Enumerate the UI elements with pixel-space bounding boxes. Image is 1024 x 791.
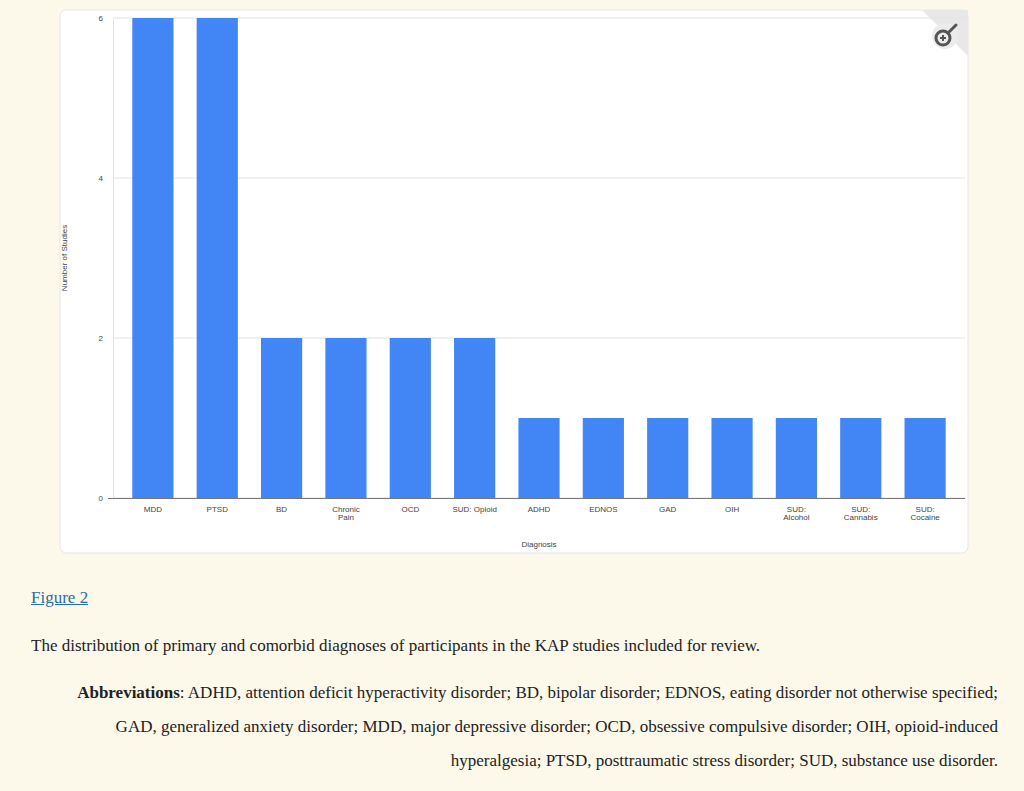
figure-caption: The distribution of primary and comorbid… — [31, 636, 760, 656]
abbreviations: Abbreviations: ADHD, attention deficit h… — [42, 676, 998, 778]
bar — [647, 418, 688, 498]
bar — [390, 338, 431, 498]
zoom-icon-bg — [922, 10, 968, 56]
x-tick-label-line: SUD: — [916, 505, 935, 514]
x-tick: PTSD — [207, 498, 229, 514]
y-tick-label: 2 — [99, 334, 104, 343]
x-tick-label: MDD — [144, 505, 162, 514]
y-tick-label: 0 — [99, 494, 104, 503]
grid-line — [113, 338, 965, 339]
grid-line — [113, 18, 965, 19]
x-tick-label: SUD: Opioid — [452, 505, 496, 514]
x-tick-label: OCD — [401, 505, 419, 514]
x-tick: GAD — [659, 498, 677, 514]
x-tick-label: SUD:Cannabis — [844, 505, 878, 523]
grid — [113, 18, 965, 498]
chart-card — [60, 10, 968, 553]
x-tick-label: PTSD — [207, 505, 229, 514]
bar — [905, 418, 946, 498]
y-tick: 4 — [99, 174, 113, 183]
y-axis: 0 2 4 6 — [99, 14, 114, 503]
x-axis: MDD PTSD BD ChronicPain OCD SUD: Opioid ADHD ED… — [108, 498, 965, 522]
x-tick-label-line: Cocaine — [910, 513, 940, 522]
grid-line — [113, 178, 965, 179]
abbreviations-text: : ADHD, attention deficit hyperactivity … — [116, 683, 998, 770]
x-tick: SUD:Alcohol — [783, 498, 809, 522]
x-tick-label: SUD:Alcohol — [783, 505, 809, 523]
y-tick: 2 — [99, 334, 113, 343]
x-tick: ADHD — [528, 498, 551, 514]
bar — [261, 338, 302, 498]
x-tick-label-line: Cannabis — [844, 513, 878, 522]
zoom-icon-plus — [942, 35, 944, 41]
x-tick-label: OIH — [725, 505, 739, 514]
x-tick: ChronicPain — [332, 498, 360, 522]
x-tick: SUD: Opioid — [452, 498, 496, 514]
bar — [711, 418, 752, 498]
zoom-icon-circle — [932, 23, 958, 49]
y-tick-label: 4 — [99, 174, 104, 183]
figure-link[interactable]: Figure 2 — [31, 588, 88, 608]
x-tick-label: ADHD — [528, 505, 551, 514]
x-tick-label: BD — [276, 505, 287, 514]
chart: 0 2 4 6 MDD PTSD BD ChronicPain OCD SUD: Opioid AD… — [0, 0, 1024, 570]
bar — [454, 338, 495, 498]
x-tick-label: EDNOS — [589, 505, 617, 514]
x-tick: SUD:Cannabis — [844, 498, 878, 522]
x-tick: OCD — [401, 498, 419, 514]
x-tick: MDD — [144, 498, 162, 514]
x-tick-label-line: SUD: — [787, 505, 806, 514]
bar — [132, 18, 173, 498]
bar — [518, 418, 559, 498]
x-tick-label: GAD — [659, 505, 677, 514]
x-tick-label-line: SUD: — [851, 505, 870, 514]
y-tick: 6 — [99, 14, 113, 23]
bar — [776, 418, 817, 498]
zoom-icon[interactable] — [922, 10, 968, 56]
bar — [325, 338, 366, 498]
bar — [197, 18, 238, 498]
x-tick: BD — [276, 498, 287, 514]
x-tick: EDNOS — [589, 498, 617, 514]
y-tick-label: 6 — [99, 14, 104, 23]
x-tick: SUD:Cocaine — [910, 498, 940, 522]
y-axis-line — [113, 19, 114, 499]
x-tick-label-line: Pain — [338, 513, 354, 522]
abbreviations-heading: Abbreviations — [77, 683, 180, 702]
x-axis-line — [108, 498, 965, 499]
x-tick-label-line: Alcohol — [783, 513, 809, 522]
y-axis-title: Number of Studies — [60, 225, 69, 291]
bar — [583, 418, 624, 498]
bar — [840, 418, 881, 498]
x-tick: OIH — [725, 498, 739, 514]
zoom-icon-handle — [948, 25, 956, 33]
x-tick-label: SUD:Cocaine — [910, 505, 940, 523]
x-tick-label: ChronicPain — [332, 505, 360, 523]
bars — [132, 18, 945, 498]
x-tick-label-line: Chronic — [332, 505, 360, 514]
x-axis-title: Diagnosis — [521, 540, 556, 549]
